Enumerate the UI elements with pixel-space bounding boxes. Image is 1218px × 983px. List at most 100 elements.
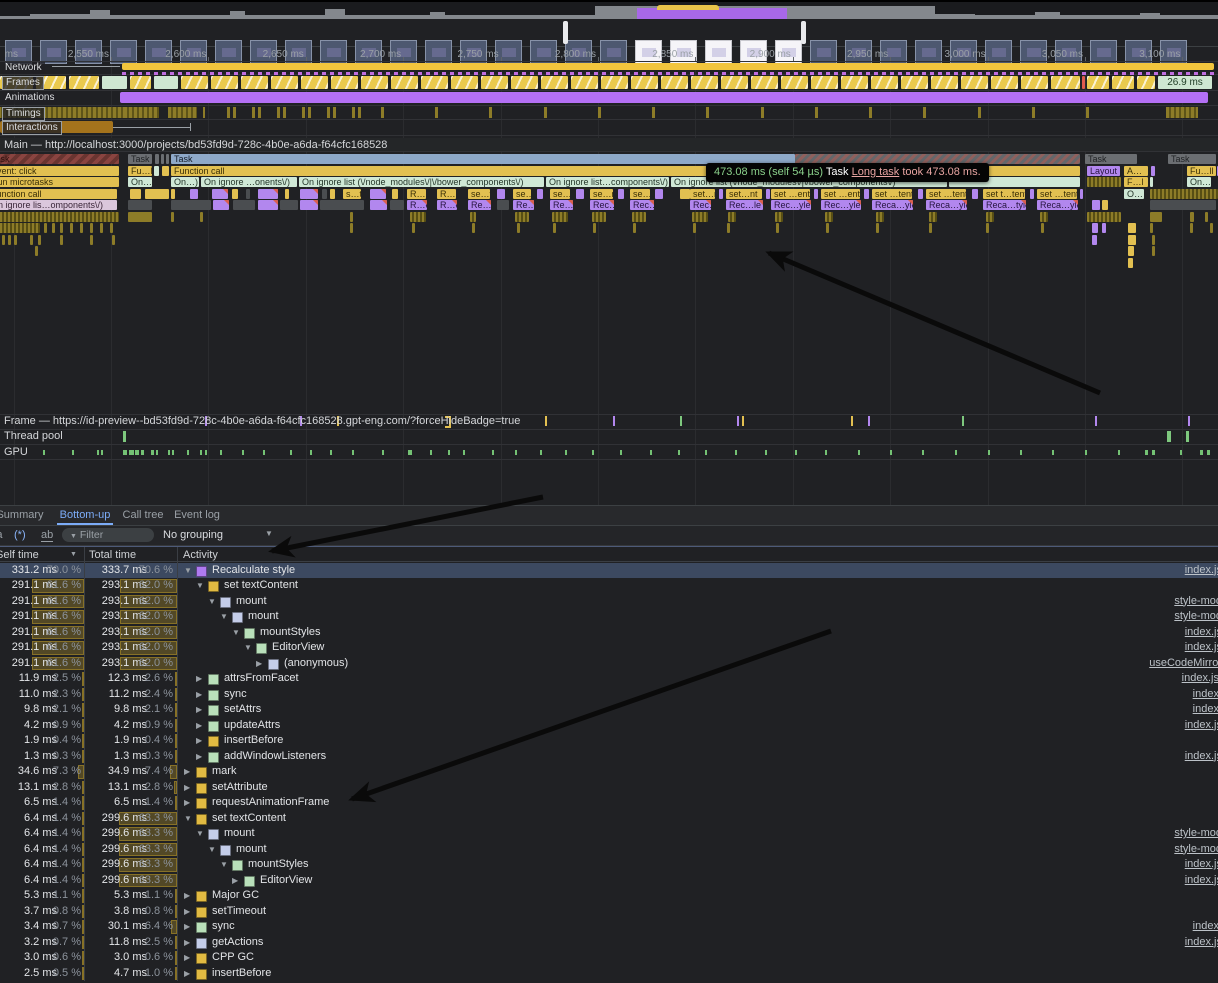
flame-event[interactable]	[1080, 188, 1083, 199]
flame-event[interactable]	[322, 188, 327, 199]
frame-block[interactable]	[541, 76, 568, 89]
whole-word-icon[interactable]: ab	[41, 529, 54, 542]
flame-event[interactable]: On…)	[171, 177, 199, 187]
filmstrip-thumbnail[interactable]	[180, 40, 207, 64]
table-row[interactable]: 2.5 ms 0.5 % 4.7 ms 1.0 % ▶ insertBefore	[0, 965, 1218, 981]
flame-event[interactable]: On ignore list (\/node_modules\/|\/bower…	[671, 177, 947, 187]
collapse-arrow-icon[interactable]: ▼	[220, 860, 228, 869]
flame-event[interactable]	[30, 234, 33, 245]
timing-marker[interactable]	[203, 107, 205, 118]
flame-event[interactable]	[775, 211, 783, 222]
flame-event[interactable]	[693, 223, 696, 233]
timing-marker[interactable]	[327, 107, 330, 118]
flame-event[interactable]	[1102, 200, 1108, 210]
flame-event[interactable]	[592, 211, 606, 222]
flame-event[interactable]: On…)	[128, 177, 152, 187]
collapse-arrow-icon[interactable]: ▼	[184, 565, 192, 575]
timing-marker[interactable]	[168, 107, 197, 118]
grouping-select[interactable]: No grouping	[163, 529, 223, 541]
expand-arrow-icon[interactable]: ▶	[196, 674, 203, 683]
frame-block[interactable]	[271, 76, 298, 89]
expand-arrow-icon[interactable]: ▶	[256, 658, 263, 668]
flame-event[interactable]	[190, 188, 198, 199]
flame-event[interactable]: On…)	[1187, 177, 1211, 187]
flame-event[interactable]	[320, 200, 364, 210]
source-link[interactable]: index.js	[1184, 625, 1218, 638]
frame-block[interactable]	[871, 76, 898, 89]
flame-event[interactable]	[1205, 211, 1208, 222]
match-case-icon[interactable]: Aa	[0, 529, 2, 541]
filmstrip-thumbnail[interactable]	[145, 40, 172, 64]
expand-arrow-icon[interactable]: ▶	[184, 782, 191, 792]
frame-block[interactable]	[102, 76, 127, 89]
flame-event[interactable]	[864, 188, 869, 199]
flame-event[interactable]	[90, 223, 93, 233]
flame-event[interactable]	[370, 188, 386, 199]
flame-event[interactable]	[1092, 223, 1098, 233]
flame-event[interactable]: Reca…tyle	[983, 200, 1026, 210]
screenshot-filmstrip[interactable]	[0, 19, 1218, 64]
tab-call-tree[interactable]: Call tree	[122, 509, 164, 521]
flame-event[interactable]: Re…le	[513, 200, 534, 210]
regex-icon[interactable]: (*)	[14, 529, 26, 541]
flame-event[interactable]	[161, 154, 164, 164]
source-link[interactable]: style-mod	[1174, 827, 1218, 839]
overview-window-handle[interactable]	[563, 21, 568, 44]
frame-block[interactable]	[781, 76, 808, 89]
flame-event[interactable]	[929, 223, 932, 233]
timing-marker[interactable]	[544, 107, 547, 118]
flame-event[interactable]	[876, 223, 879, 233]
source-link[interactable]: useCodeMirror	[1149, 656, 1218, 669]
timing-marker[interactable]	[358, 107, 361, 118]
flame-event[interactable]: Re…e	[468, 200, 491, 210]
filmstrip-thumbnail[interactable]	[110, 40, 137, 64]
frame-block[interactable]	[721, 76, 748, 89]
expand-arrow-icon[interactable]: ▶	[184, 968, 191, 978]
flame-event[interactable]: set …ent	[821, 188, 860, 199]
table-row[interactable]: 13.1 ms 2.8 % 13.1 ms 2.8 % ▶ setAttribute	[0, 779, 1218, 795]
flame-event[interactable]: Run microtasks	[0, 177, 119, 187]
frame-duration-badge[interactable]: 26.9 ms	[1158, 76, 1212, 89]
timing-marker[interactable]	[1032, 107, 1035, 118]
flame-event[interactable]: On ignore list (\/node_modules\/|\/bower…	[299, 177, 544, 187]
flame-event[interactable]	[972, 188, 978, 199]
flame-event[interactable]	[350, 223, 353, 233]
flame-event[interactable]	[0, 223, 40, 233]
flame-event[interactable]	[90, 234, 93, 245]
table-row[interactable]: 5.3 ms 1.1 % 5.3 ms 1.1 % ▶ Major GC	[0, 888, 1218, 904]
column-header-total-time[interactable]: Total time	[85, 547, 178, 563]
frame-block[interactable]	[1087, 76, 1109, 89]
gpu-label[interactable]: GPU	[4, 446, 28, 458]
timing-marker[interactable]	[352, 107, 355, 118]
source-link[interactable]: index.js	[1184, 641, 1218, 653]
timing-marker[interactable]	[227, 107, 230, 118]
source-link[interactable]: index.	[1192, 703, 1218, 715]
flame-event[interactable]: set …tent	[926, 188, 966, 199]
cpu-overview-strip[interactable]	[0, 2, 1218, 19]
flame-event[interactable]	[100, 223, 103, 233]
flame-event[interactable]: R…e	[437, 200, 457, 210]
flame-event[interactable]	[814, 188, 818, 199]
flame-event[interactable]	[145, 188, 169, 199]
flame-event[interactable]: Reca…yle	[872, 200, 913, 210]
timing-marker[interactable]	[124, 107, 159, 118]
flame-event[interactable]	[929, 211, 937, 222]
frame-block[interactable]	[631, 76, 658, 89]
flame-event[interactable]	[8, 234, 11, 245]
table-row[interactable]: 34.6 ms 7.3 % 34.9 ms 7.4 % ▶ mark	[0, 764, 1218, 780]
frame-block[interactable]	[130, 76, 151, 89]
frame-block[interactable]	[241, 76, 268, 89]
flame-event[interactable]	[472, 223, 475, 233]
filmstrip-thumbnail[interactable]	[425, 40, 452, 64]
timing-marker[interactable]	[761, 107, 764, 118]
flame-event[interactable]	[128, 200, 152, 210]
source-link[interactable]: index.js	[1184, 935, 1218, 948]
tab-event-log[interactable]: Event log	[174, 509, 220, 521]
flame-event[interactable]	[330, 188, 335, 199]
flame-event[interactable]: Task	[0, 154, 119, 164]
table-row[interactable]: 291.1 ms 61.6 % 293.1 ms 62.0 % ▼ mount style-…	[0, 609, 1218, 625]
flame-event[interactable]	[280, 200, 298, 210]
flame-event[interactable]	[876, 211, 884, 222]
flame-event[interactable]	[390, 200, 404, 210]
